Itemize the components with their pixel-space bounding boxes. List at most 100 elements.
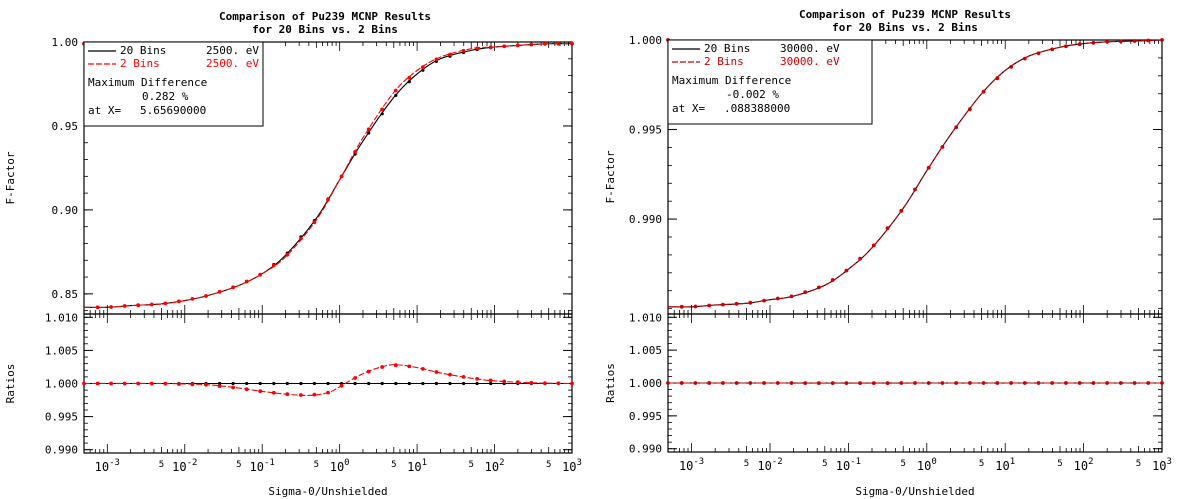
x-tick-label: 5: [546, 460, 551, 470]
lower-data-point: [285, 381, 289, 386]
lower-y-tick-label: 1.005: [45, 344, 78, 357]
lower-data-point: [775, 381, 780, 385]
lower-y-tick-label: 1.000: [45, 378, 78, 391]
lower-data-point: [803, 381, 808, 385]
lower-data-point: [817, 381, 821, 385]
lower-data-point: [475, 381, 479, 386]
x-tick-base: 10: [95, 460, 109, 474]
upper-data-point: [775, 296, 780, 301]
max-diff-label: Maximum Difference: [672, 74, 791, 87]
lower-data-point: [434, 381, 438, 386]
x-tick-label: 101: [995, 457, 1015, 473]
legend-label: 2 Bins: [704, 55, 744, 68]
lower-data-point: [407, 381, 411, 386]
upper-y-tick-label: 1.000: [629, 34, 662, 47]
x-tick-label: 102: [485, 458, 505, 474]
legend-label: 20 Bins: [120, 44, 166, 57]
lower-data-point: [748, 381, 753, 385]
lower-data-point: [1146, 381, 1151, 385]
x-axis-label: Sigma-0/Unshielded: [855, 485, 974, 498]
upper-data-point: [748, 300, 753, 305]
upper-data-point: [734, 301, 739, 306]
upper-data-point: [380, 107, 385, 112]
upper-data-point: [1036, 51, 1041, 56]
x-tick-label: 5: [469, 460, 474, 470]
lower-data-point: [204, 382, 208, 387]
upper-data-point: [258, 272, 263, 277]
lower-data-point: [448, 381, 452, 386]
upper-panel: 0.990 0.995 1.000 F-Factor: [604, 34, 1164, 310]
lower-data-point: [1091, 381, 1096, 385]
x-tick-exponent: 3: [1167, 457, 1172, 467]
upper-data-point: [830, 278, 835, 282]
x-tick-exponent: -2: [187, 458, 198, 468]
upper-data-point: [1160, 38, 1164, 42]
lower-y-axis-label: Ratios: [4, 364, 17, 404]
lower-series-20-bins: [82, 381, 574, 386]
upper-data-point: [1077, 42, 1082, 47]
lower-data-point: [529, 380, 534, 385]
lower-y-tick-label: 1.000: [629, 377, 662, 390]
upper-data-point: [502, 44, 507, 49]
lower-data-point: [1077, 381, 1082, 385]
lower-data-point: [734, 381, 739, 385]
legend-energy: 30000. eV: [780, 55, 840, 68]
upper-y-ticks: 0.990 0.995 1.000: [629, 34, 1162, 310]
lower-data-point: [380, 365, 385, 369]
x-tick-exponent: -1: [850, 457, 861, 467]
x-tick-exponent: 0: [344, 458, 349, 468]
lower-data-point: [954, 381, 959, 385]
lower-series-2-bins: [666, 381, 1164, 385]
lower-data-point: [271, 390, 276, 395]
lower-data-point: [679, 381, 684, 385]
lower-data-point: [995, 381, 1000, 385]
lower-data-point: [285, 392, 290, 397]
x-tick-base: 10: [995, 459, 1009, 473]
lower-data-point: [1036, 381, 1041, 385]
upper-data-point: [488, 45, 493, 50]
upper-data-point: [380, 112, 384, 116]
x-tick-label: 5: [822, 459, 827, 469]
x-axis-ticks: 10-3 5 10-2 5 10-1 5 100 5 101 5 102 5 103: [83, 42, 582, 474]
lower-data-point: [1160, 381, 1164, 385]
upper-data-point: [366, 127, 371, 132]
lower-data-point: [136, 381, 141, 386]
lower-data-point: [448, 372, 452, 377]
lower-data-point: [475, 377, 479, 381]
x-tick-base: 10: [330, 460, 344, 474]
x-tick-label: 5: [1136, 459, 1141, 469]
x-tick-base: 10: [485, 460, 499, 474]
upper-data-point: [407, 75, 412, 80]
x-tick-base: 10: [172, 460, 186, 474]
x-axis-ticks: 10-3 5 10-2 5 10-1 5 100 5 101 5 102 5 103: [667, 40, 1172, 473]
lower-data-point: [366, 369, 371, 374]
lower-data-point: [871, 381, 876, 385]
lower-data-point: [981, 381, 986, 385]
max-diff-value: 0.282 %: [142, 90, 189, 103]
lower-data-point: [968, 381, 972, 385]
legend: 20 Bins 2500. eV 2 Bins 2500. eV Maximum Dif…: [83, 41, 264, 127]
at-x-value: 5.65690000: [140, 104, 206, 117]
at-x-label: at X=: [672, 102, 705, 115]
lower-data-point: [367, 381, 371, 386]
upper-data-point: [244, 279, 249, 284]
x-tick-label: 5: [979, 459, 984, 469]
x-tick-label: 100: [330, 458, 350, 474]
lower-data-point: [556, 381, 561, 386]
x-tick-label: 100: [917, 457, 937, 473]
lower-y-ticks: 0.990 0.995 1.000 1.005 1.010: [629, 311, 1162, 456]
x-tick-label: 10-3: [679, 457, 704, 473]
lower-panel: 0.990 0.995 1.000 1.005 1.010 Ratios: [604, 311, 1164, 456]
upper-data-point: [1064, 44, 1068, 49]
upper-data-point: [1050, 47, 1055, 52]
upper-data-point: [1105, 39, 1109, 44]
lower-data-point: [489, 381, 493, 386]
x-tick-exponent: 3: [577, 458, 582, 468]
x-tick-label: 5: [314, 460, 319, 470]
max-diff-value: -0.002 %: [726, 88, 779, 101]
lower-data-point: [1064, 381, 1068, 385]
legend-box: [667, 39, 873, 125]
upper-data-point: [434, 57, 439, 62]
upper-y-tick-label: 0.85: [52, 288, 79, 301]
